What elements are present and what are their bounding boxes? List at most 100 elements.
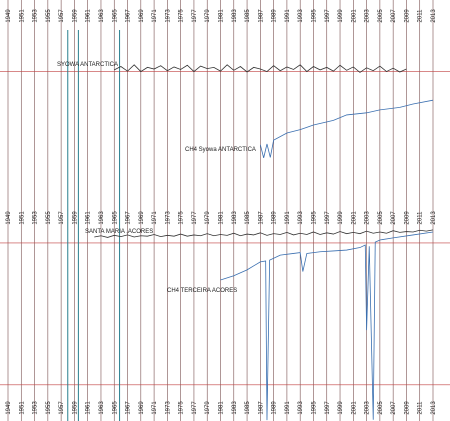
x-tick-label: 1973 bbox=[165, 9, 171, 23]
x-tick-label: 2007 bbox=[391, 401, 397, 415]
series-label: SYOWA ANTARCTICA bbox=[57, 62, 118, 68]
series-line bbox=[114, 64, 407, 73]
x-tick-label: 1971 bbox=[152, 211, 158, 225]
x-tick-label: 1967 bbox=[126, 9, 132, 23]
x-tick-label: 1951 bbox=[19, 401, 25, 415]
x-tick-label: 1977 bbox=[192, 9, 198, 23]
x-tick-label: 1999 bbox=[338, 401, 344, 415]
x-tick-label: 2009 bbox=[404, 211, 410, 225]
x-tick-label: 2011 bbox=[418, 211, 424, 225]
x-tick-label: 1949 bbox=[6, 211, 12, 225]
x-tick-label: 1983 bbox=[232, 211, 238, 225]
x-tick-label: 1951 bbox=[19, 211, 25, 225]
x-tick-label: 1993 bbox=[298, 9, 304, 23]
x-tick-label: 1993 bbox=[298, 211, 304, 225]
x-tick-label: 2001 bbox=[351, 9, 357, 23]
x-tick-label: 1991 bbox=[285, 211, 291, 225]
x-tick-label: 1963 bbox=[99, 211, 105, 225]
x-tick-label: 1975 bbox=[179, 9, 185, 23]
x-tick-label: 1989 bbox=[272, 401, 278, 415]
x-tick-label: 1961 bbox=[86, 9, 92, 23]
x-tick-label: 1959 bbox=[72, 9, 78, 23]
x-tick-label: 1959 bbox=[72, 211, 78, 225]
x-tick-label: 1965 bbox=[112, 401, 118, 415]
x-tick-label: 1977 bbox=[192, 401, 198, 415]
x-tick-label: 1969 bbox=[139, 9, 145, 23]
x-tick-label: 2003 bbox=[365, 9, 371, 23]
series-line bbox=[259, 99, 434, 158]
x-tick-label: 2011 bbox=[418, 9, 424, 23]
x-tick-label: 1997 bbox=[325, 9, 331, 23]
x-tick-label: 2009 bbox=[404, 401, 410, 415]
x-tick-label: 2005 bbox=[378, 211, 384, 225]
x-tick-label: 1987 bbox=[258, 401, 264, 415]
x-tick-label: 2007 bbox=[391, 211, 397, 225]
x-tick-label: 2007 bbox=[391, 9, 397, 23]
x-tick-label: 1949 bbox=[6, 401, 12, 415]
x-tick-label: 2003 bbox=[365, 401, 371, 415]
x-tick-label: 1951 bbox=[19, 9, 25, 23]
x-tick-label: 1995 bbox=[311, 9, 317, 23]
x-tick-label: 1973 bbox=[165, 401, 171, 415]
x-tick-label: 1955 bbox=[46, 9, 52, 23]
x-tick-label: 1979 bbox=[205, 9, 211, 23]
x-tick-label: 1977 bbox=[192, 211, 198, 225]
x-tick-label: 1965 bbox=[112, 9, 118, 23]
x-tick-label: 1957 bbox=[59, 211, 65, 225]
x-tick-label: 1955 bbox=[46, 211, 52, 225]
x-tick-label: 2013 bbox=[431, 9, 437, 23]
x-tick-label: 1953 bbox=[33, 9, 39, 23]
x-tick-label: 1995 bbox=[311, 211, 317, 225]
x-tick-label: 1997 bbox=[325, 401, 331, 415]
x-tick-label: 1985 bbox=[245, 211, 251, 225]
x-tick-label: 1993 bbox=[298, 401, 304, 415]
x-tick-label: 1975 bbox=[179, 211, 185, 225]
x-tick-label: 1969 bbox=[139, 401, 145, 415]
x-tick-label: 1961 bbox=[86, 211, 92, 225]
x-tick-label: 2003 bbox=[365, 211, 371, 225]
x-tick-label: 1999 bbox=[338, 9, 344, 23]
x-tick-label: 1975 bbox=[179, 401, 185, 415]
x-tick-label: 1983 bbox=[232, 9, 238, 23]
x-tick-label: 1985 bbox=[245, 9, 251, 23]
series-label: CH4 TERCEIRA ACORES bbox=[167, 288, 237, 294]
series-label: CH4 Syowa ANTARCTICA bbox=[185, 147, 256, 153]
series-label: SANTA MARIA ,ACORES bbox=[85, 229, 153, 235]
x-tick-label: 2005 bbox=[378, 9, 384, 23]
x-tick-label: 1963 bbox=[99, 9, 105, 23]
x-tick-label: 2013 bbox=[431, 401, 437, 415]
x-tick-label: 1981 bbox=[219, 9, 225, 23]
x-tick-label: 2011 bbox=[418, 401, 424, 415]
x-tick-label: 1983 bbox=[232, 401, 238, 415]
x-tick-label: 1955 bbox=[46, 401, 52, 415]
x-tick-label: 1987 bbox=[258, 211, 264, 225]
x-tick-label: 1965 bbox=[112, 211, 118, 225]
x-tick-label: 1991 bbox=[285, 9, 291, 23]
x-tick-label: 1953 bbox=[33, 211, 39, 225]
x-tick-label: 1981 bbox=[219, 401, 225, 415]
x-tick-label: 1981 bbox=[219, 211, 225, 225]
x-tick-label: 1971 bbox=[152, 401, 158, 415]
x-tick-label: 2001 bbox=[351, 211, 357, 225]
x-tick-label: 1989 bbox=[272, 211, 278, 225]
x-tick-label: 1995 bbox=[311, 401, 317, 415]
x-tick-label: 1961 bbox=[86, 401, 92, 415]
x-tick-label: 1989 bbox=[272, 9, 278, 23]
x-tick-label: 1969 bbox=[139, 211, 145, 225]
x-tick-label: 2013 bbox=[431, 211, 437, 225]
x-tick-label: 1997 bbox=[325, 211, 331, 225]
x-tick-label: 1949 bbox=[6, 9, 12, 23]
x-tick-label: 1967 bbox=[126, 211, 132, 225]
x-tick-label: 1953 bbox=[33, 401, 39, 415]
x-tick-label: 2001 bbox=[351, 401, 357, 415]
x-tick-label: 2009 bbox=[404, 9, 410, 23]
x-tick-label: 1959 bbox=[72, 401, 78, 415]
x-tick-label: 1979 bbox=[205, 211, 211, 225]
x-tick-label: 1963 bbox=[99, 401, 105, 415]
x-tick-label: 1971 bbox=[152, 9, 158, 23]
x-tick-label: 1999 bbox=[338, 211, 344, 225]
x-tick-label: 1979 bbox=[205, 401, 211, 415]
x-tick-label: 1973 bbox=[165, 211, 171, 225]
series-line bbox=[220, 231, 434, 421]
